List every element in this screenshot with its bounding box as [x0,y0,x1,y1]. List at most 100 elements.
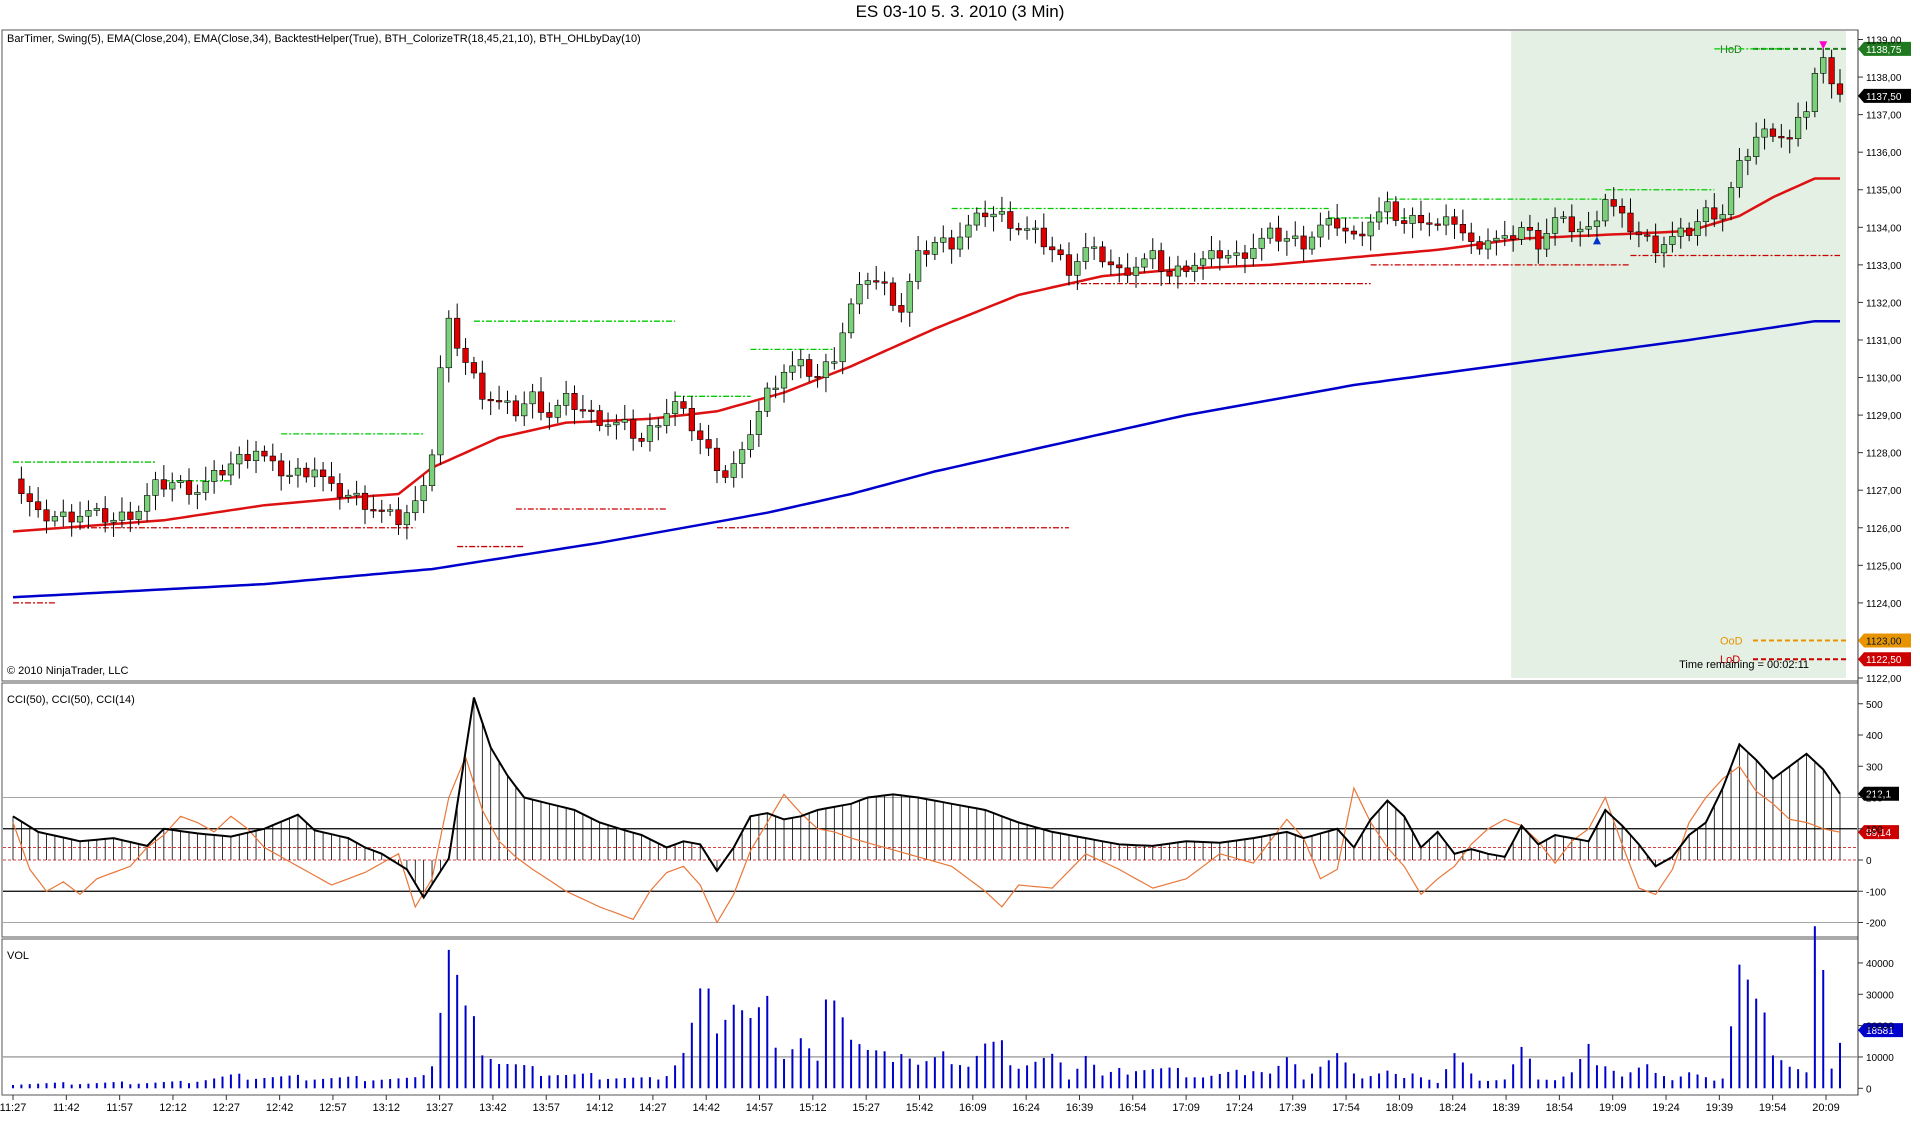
price-indicators-label: BarTimer, Swing(5), EMA(Close,204), EMA(… [7,33,641,45]
candle-body [1350,230,1358,235]
candle-body [1199,258,1207,266]
price-badge [1858,88,1911,103]
candle-body [604,424,612,427]
candle-body [831,361,838,364]
candle-body [403,512,410,526]
time-tick-label: 12:27 [213,1102,241,1114]
candle-body [353,492,360,496]
candle-body [780,371,788,389]
candle-body [1543,233,1550,250]
price-tick-label: 1138,00 [1866,73,1902,84]
price-tick-label: 1128,00 [1866,449,1902,460]
time-tick-label: 12:57 [319,1102,347,1114]
day-level-label: OoD [1720,635,1743,647]
candle-body [370,509,377,512]
candle-body [923,250,930,255]
candle-body [504,400,511,403]
candle-body [1065,254,1073,276]
candle-body [1091,246,1098,249]
candle-body [747,434,754,450]
candle-body [143,495,151,512]
candle-body [378,509,385,512]
time-tick-label: 19:09 [1599,1102,1627,1114]
candle-body [1250,248,1257,259]
candle-body [563,393,570,406]
price-tick-label: 1126,00 [1866,524,1902,535]
price-tick-label: 1127,00 [1866,486,1902,497]
candle-body [1551,217,1559,234]
candle-body [671,401,679,414]
candle-body [1510,235,1517,240]
candle-body [537,391,545,413]
candle-body [998,211,1006,215]
candle-body [1308,236,1316,250]
candle-body [219,470,226,476]
cci-tick-label: 100 [1866,825,1883,836]
candle-body [839,332,846,363]
time-tick-label: 17:39 [1279,1102,1307,1114]
candle-body [1384,201,1391,213]
price-tick-label: 1137,00 [1866,111,1902,122]
candle-body [160,479,167,490]
price-tick-label: 1136,00 [1866,148,1902,159]
time-tick-label: 14:12 [586,1102,614,1114]
candle-body [1317,224,1324,238]
signal-arrow [1819,41,1828,50]
candle-body [1769,128,1777,137]
candle-body [1443,216,1450,226]
candle-body [286,474,293,477]
time-tick-label: 11:42 [53,1102,80,1114]
candle-body [454,317,461,349]
candle-body [1677,227,1684,237]
candle-body [982,212,989,218]
candle-body [529,391,536,405]
candle-body [554,405,561,418]
candle-body [521,403,528,417]
candle-body [588,409,595,412]
candle-body [1040,227,1047,248]
time-tick-label: 14:27 [639,1102,667,1114]
candle-body [1811,73,1818,112]
candle-body [479,372,486,400]
cci-tick-label: -200 [1866,919,1886,930]
candle-body [1049,246,1056,251]
candle-body [169,482,176,490]
candle-body [898,305,905,313]
volume-tick-label: 20000 [1866,1022,1894,1033]
candle-body [940,237,947,243]
volume-tick-label: 30000 [1866,990,1894,1001]
candle-body [1166,270,1173,277]
time-tick-label: 16:24 [1012,1102,1040,1114]
candle-body [512,400,519,417]
candle-body [43,509,50,522]
candle-body [1794,116,1802,139]
time-tick-label: 18:39 [1492,1102,1520,1114]
price-badge [1858,652,1911,667]
candle-body [546,412,553,418]
candle-body [269,455,276,462]
price-tick-label: 1139,00 [1866,36,1902,47]
candle-body [1744,156,1751,161]
price-badge [1858,41,1911,56]
volume-panel-label: VOL [7,950,29,962]
candle-body [1711,207,1718,220]
price-tick-label: 1131,00 [1866,336,1902,347]
cci-14-line [12,755,1841,924]
volume-badge-text: 18581 [1866,1026,1894,1037]
time-tick-label: 12:12 [159,1102,187,1114]
candle-body [797,359,804,367]
time-tick-label: 15:12 [799,1102,827,1114]
candle-body [705,439,712,449]
candle-body [1267,227,1274,239]
candle-body [294,467,302,476]
price-tick-label: 1135,00 [1866,186,1902,197]
price-tick-label: 1129,00 [1866,411,1902,422]
time-tick-label: 13:12 [372,1102,400,1114]
candle-body [1074,261,1081,276]
candle-body [1476,241,1483,250]
candle-body [1015,228,1022,231]
candle-body [1660,244,1668,254]
candle-body [739,449,746,464]
